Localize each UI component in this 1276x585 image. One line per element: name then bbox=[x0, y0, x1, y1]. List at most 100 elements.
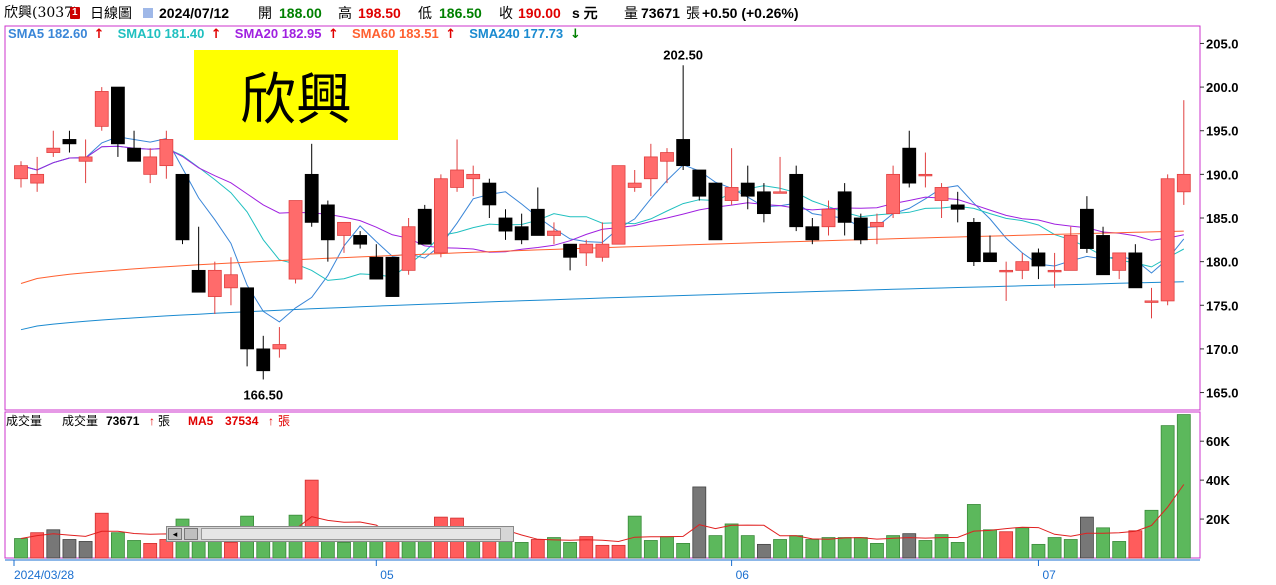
scroll-grip-icon[interactable] bbox=[184, 528, 198, 540]
volume-bar bbox=[789, 535, 804, 559]
candle-body bbox=[1031, 252, 1046, 267]
candle-body bbox=[853, 217, 868, 241]
candle bbox=[934, 183, 949, 218]
candle bbox=[821, 200, 836, 236]
volume-bar bbox=[853, 537, 868, 559]
volume-bar bbox=[708, 535, 723, 559]
candle bbox=[805, 218, 820, 245]
volume-bar bbox=[94, 512, 109, 559]
candle-body bbox=[579, 243, 594, 254]
candle bbox=[966, 218, 981, 266]
candle bbox=[78, 139, 93, 184]
chart-frame bbox=[4, 25, 1201, 561]
volume-legend-value: 73671 bbox=[106, 414, 140, 428]
volume-value: 73671 bbox=[641, 5, 680, 21]
volume-bar bbox=[1144, 509, 1159, 559]
candle bbox=[304, 143, 319, 227]
volume-ma-value: 37534 bbox=[225, 414, 259, 428]
candle-body bbox=[272, 344, 287, 350]
volume-bar bbox=[870, 543, 884, 559]
candle bbox=[127, 130, 141, 162]
volume-bar bbox=[1047, 537, 1062, 559]
candle bbox=[111, 86, 125, 157]
volume-bar bbox=[757, 543, 771, 559]
candle bbox=[320, 200, 335, 262]
candle bbox=[983, 235, 997, 263]
volume-bar bbox=[1031, 543, 1046, 559]
volume-label: 量 bbox=[624, 5, 638, 21]
candle bbox=[207, 261, 222, 314]
ma-legend-arrow: ↓ bbox=[570, 27, 581, 42]
volume-bar bbox=[773, 539, 787, 559]
volume-bar bbox=[1096, 527, 1110, 559]
candle-body bbox=[498, 217, 513, 232]
candle-body bbox=[224, 274, 238, 289]
candle bbox=[1160, 174, 1175, 306]
candle-body bbox=[240, 287, 255, 350]
calendar-icon[interactable] bbox=[143, 8, 153, 18]
candle bbox=[353, 231, 368, 249]
date-label[interactable]: 2024/07/12 bbox=[159, 5, 230, 21]
candle-body bbox=[950, 204, 965, 210]
period-label[interactable]: 日線圖 bbox=[90, 5, 132, 21]
chart-scrollbar[interactable]: ◂ bbox=[166, 526, 514, 542]
scroll-thumb[interactable] bbox=[201, 528, 501, 540]
volume-panel-title: 成交量 bbox=[6, 413, 42, 428]
candle bbox=[385, 256, 400, 297]
low-label: 低 bbox=[418, 5, 432, 21]
close-label: 收 bbox=[499, 5, 513, 21]
candle bbox=[1063, 226, 1078, 271]
stock-badge[interactable]: 1 bbox=[70, 7, 80, 19]
ma-legend-label: SMA20 182.95 bbox=[235, 26, 322, 41]
volume-bar bbox=[337, 542, 351, 559]
candle bbox=[14, 161, 28, 188]
candle-body bbox=[433, 178, 448, 254]
candle bbox=[1176, 100, 1191, 205]
candle-body bbox=[902, 147, 917, 184]
candle-body bbox=[918, 173, 933, 177]
candle bbox=[450, 139, 464, 192]
ma-legend-label: SMA5 182.60 bbox=[8, 26, 88, 41]
candle bbox=[999, 261, 1014, 301]
candle-body bbox=[450, 169, 464, 188]
candle-body bbox=[207, 269, 222, 297]
candle bbox=[757, 183, 771, 223]
candle bbox=[660, 148, 674, 184]
candle-body bbox=[563, 243, 577, 258]
candle bbox=[530, 187, 545, 236]
volume-bar bbox=[1080, 516, 1094, 559]
volume-bar bbox=[934, 534, 949, 559]
candle bbox=[692, 169, 707, 201]
candle-body bbox=[773, 191, 787, 194]
candle-body bbox=[627, 182, 642, 188]
candle-body bbox=[127, 147, 141, 162]
candle-body bbox=[676, 139, 691, 167]
price-tick-label: 180.0 bbox=[1206, 255, 1239, 270]
candle bbox=[417, 204, 432, 245]
candle bbox=[627, 170, 642, 192]
volume-bar bbox=[611, 544, 626, 559]
candle bbox=[1096, 226, 1110, 276]
scroll-left-icon[interactable]: ◂ bbox=[168, 528, 182, 540]
candle-body bbox=[514, 226, 529, 241]
volume-bar bbox=[1176, 414, 1191, 559]
close-value: 190.00 bbox=[518, 5, 561, 21]
candle-body bbox=[660, 152, 674, 162]
candle bbox=[482, 178, 497, 218]
price-tick-label: 200.0 bbox=[1206, 80, 1239, 95]
candle-body bbox=[643, 156, 658, 180]
volume-bar bbox=[159, 539, 174, 559]
candle bbox=[256, 335, 271, 380]
volume-bar bbox=[983, 529, 997, 559]
candle-body bbox=[870, 221, 884, 228]
volume-bar bbox=[111, 532, 125, 559]
candle bbox=[175, 173, 190, 245]
candle-body bbox=[1015, 261, 1030, 271]
volume-bar bbox=[724, 523, 739, 559]
stock-name[interactable]: 欣興(3037) bbox=[4, 5, 79, 21]
ma-legend-label: SMA60 183.51 bbox=[352, 26, 439, 41]
volume-bar bbox=[563, 542, 577, 559]
volume-bar bbox=[401, 539, 416, 559]
candle-body bbox=[482, 182, 497, 206]
